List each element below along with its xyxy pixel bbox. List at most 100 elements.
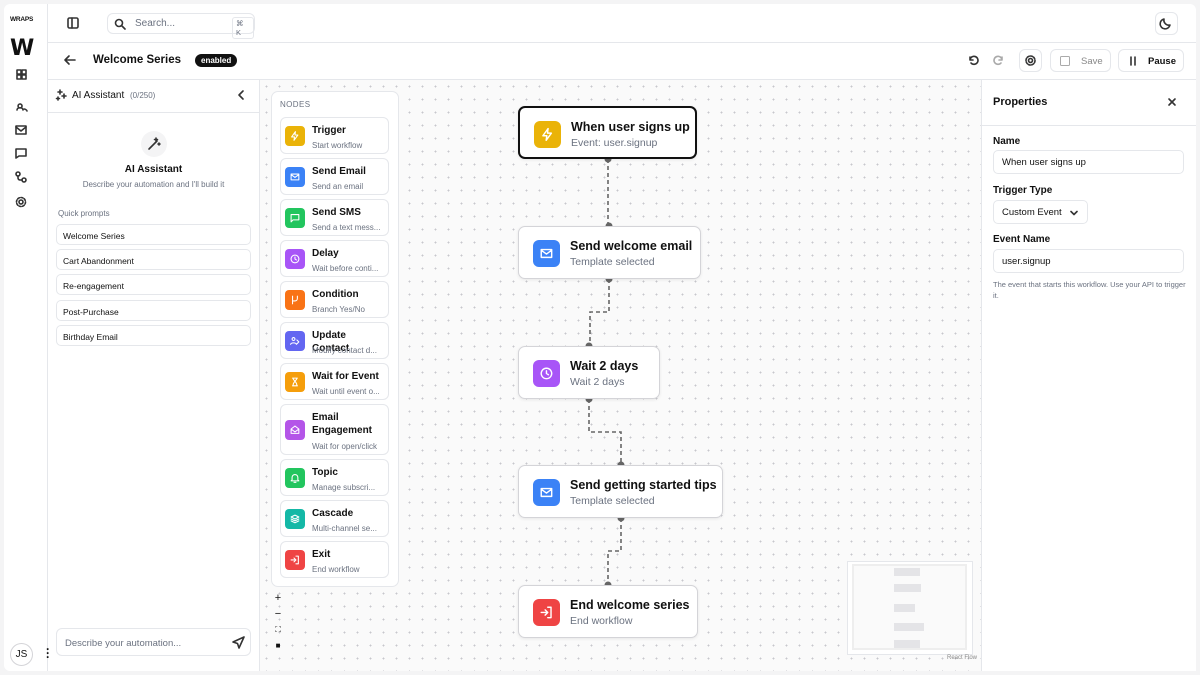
nav-contacts[interactable] (16, 103, 28, 112)
node-icon (285, 248, 305, 269)
attribution: React Flow (947, 655, 978, 661)
ai-counter: (0/250) (130, 91, 156, 100)
divider (982, 125, 1196, 126)
search-box[interactable]: Search... ⌘ K (107, 13, 255, 39)
logo-mark[interactable]: W (10, 36, 34, 61)
save-button[interactable]: Save (1050, 49, 1111, 72)
ai-panel-title: AI Assistant (72, 90, 125, 101)
node-icon (285, 549, 305, 570)
minimap-node (894, 604, 915, 612)
minimap[interactable] (847, 561, 973, 655)
palette-item[interactable]: Exit End workflow (280, 541, 389, 578)
flow-node-subtitle: Template selected (570, 256, 655, 268)
quick-prompt[interactable]: Birthday Email (56, 324, 251, 346)
palette-item[interactable]: Wait for Event Wait until event o... (280, 363, 389, 400)
palette-item-title: Wait for Event (312, 371, 379, 382)
node-icon (285, 371, 305, 392)
search-shortcut: ⌘ K (232, 17, 254, 39)
flow-node[interactable]: Send welcome email Template selected (518, 226, 701, 279)
nav-email[interactable] (15, 125, 27, 135)
palette-item-description: Send an email (312, 182, 364, 191)
palette-item-title: Topic (312, 467, 338, 478)
lock[interactable]: ■ (275, 641, 281, 650)
user-avatar[interactable]: JS (10, 643, 33, 666)
palette-item[interactable]: Update Contact Modify contact d... (280, 322, 389, 359)
theme-toggle[interactable] (1155, 12, 1178, 35)
flow-node[interactable]: Send getting started tips Template select… (518, 465, 723, 518)
palette-item[interactable]: Trigger Start workflow (280, 117, 389, 154)
node-icon (533, 360, 560, 387)
palette-item[interactable]: Email Engagement Wait for open/click (280, 404, 389, 455)
quick-prompt[interactable]: Post-Purchase (56, 299, 251, 321)
sidebar-toggle[interactable] (64, 14, 82, 32)
settings-button[interactable] (1019, 49, 1042, 72)
palette-item[interactable]: Send SMS Send a text mess... (280, 199, 389, 236)
palette-item-description: End workflow (312, 565, 360, 574)
glyph (540, 606, 552, 619)
flow-node[interactable]: When user signs up Event: user.signup (518, 106, 697, 159)
flow-node-title: Wait 2 days (570, 359, 639, 373)
fit-view[interactable]: ⛶ (275, 625, 281, 634)
palette-item-title: Email Engagement (312, 412, 373, 436)
palette-item[interactable]: Condition Branch Yes/No (280, 281, 389, 318)
flow-node-title: Send welcome email (570, 239, 693, 253)
nav-dashboard[interactable] (21, 69, 27, 75)
minimap-node (894, 623, 924, 631)
pause-button[interactable]: Pause (1118, 49, 1184, 72)
divider (48, 42, 1196, 43)
workflow-title: Welcome Series (93, 54, 182, 66)
flow-node-subtitle: End workflow (570, 615, 633, 627)
glyph (292, 295, 298, 304)
collapse-button[interactable] (235, 89, 247, 101)
nav-email[interactable] (15, 126, 27, 132)
zoom-out[interactable]: − (274, 608, 282, 620)
glyph (290, 254, 300, 263)
nav-messages[interactable] (15, 148, 27, 159)
divider (48, 112, 259, 113)
quick-prompt[interactable]: Re-engagement (56, 274, 251, 296)
quick-prompt[interactable]: Welcome Series (56, 224, 251, 245)
zoom-in[interactable]: + (274, 592, 282, 604)
name-input[interactable]: When user signs up (993, 150, 1184, 174)
palette-label: NODES (280, 100, 311, 109)
nav-dashboard[interactable] (16, 69, 22, 75)
close-button[interactable] (1166, 96, 1178, 108)
flow-node-subtitle: Event: user.signup (571, 137, 658, 149)
moon-icon (1159, 18, 1171, 30)
save-label: Save (1081, 56, 1103, 67)
palette-item[interactable]: Topic Manage subscri... (280, 459, 389, 496)
ai-icon (141, 131, 167, 157)
palette-item[interactable]: Cascade Multi-channel se... (280, 500, 389, 537)
ai-input[interactable]: Describe your automation... (56, 628, 251, 656)
palette-item-description: Start workflow (312, 141, 363, 150)
palette-item[interactable]: Send Email Send an email (280, 158, 389, 195)
glyph (290, 213, 300, 222)
flow-node[interactable]: Wait 2 days Wait 2 days (518, 346, 660, 399)
nav-dashboard[interactable] (16, 74, 22, 80)
flow-node[interactable]: End welcome series End workflow (518, 585, 698, 638)
divider (259, 80, 260, 671)
flow-node-title: Send getting started tips (570, 478, 717, 492)
trigger-type-select[interactable]: Custom Event (993, 200, 1088, 224)
quick-prompt[interactable]: Cart Abandonment (56, 249, 251, 271)
nav-settings[interactable] (15, 196, 27, 208)
icon-rail (4, 4, 48, 671)
minimap-node (894, 584, 921, 592)
back-button[interactable] (63, 53, 77, 67)
divider (48, 79, 1196, 80)
palette-item[interactable]: Delay Wait before conti... (280, 240, 389, 277)
glyph (290, 555, 299, 564)
nav-workflows[interactable] (17, 175, 23, 181)
nav-dashboard[interactable] (21, 74, 27, 80)
history-buttons[interactable] (966, 53, 1006, 67)
more-menu[interactable]: · · · (46, 642, 50, 664)
node-icon (285, 166, 305, 187)
node-icon (285, 207, 305, 228)
nav-settings[interactable] (18, 199, 24, 205)
palette-item-description: Send a text mess... (312, 223, 381, 232)
event-name-input[interactable]: user.signup (993, 249, 1184, 273)
node-icon (285, 289, 305, 310)
glyph (290, 514, 300, 523)
send-button[interactable] (232, 636, 245, 649)
